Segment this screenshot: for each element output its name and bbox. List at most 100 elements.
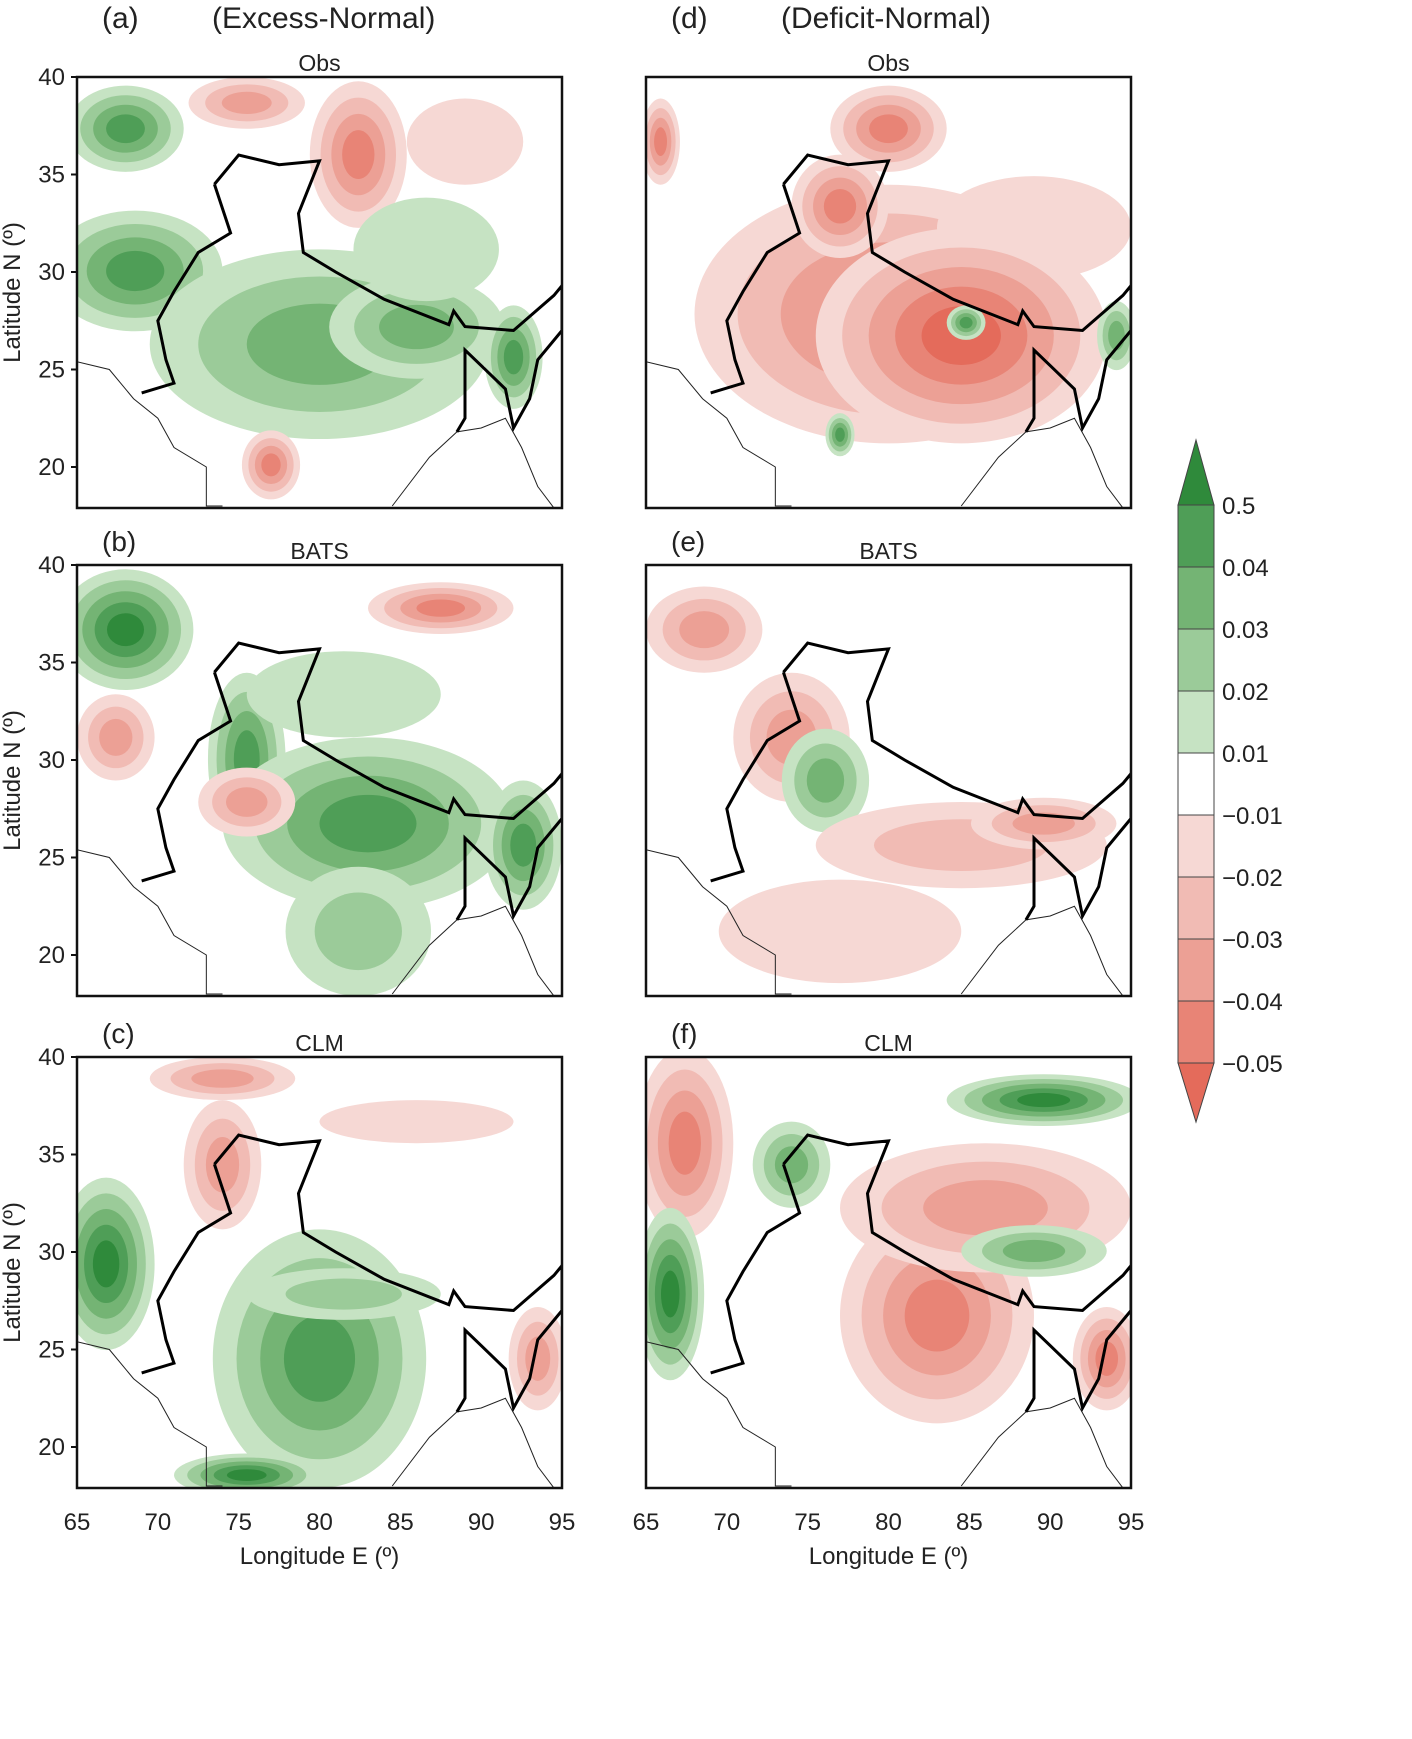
- india-border: [710, 183, 802, 395]
- shaded-field: [77, 569, 562, 996]
- lat-tick-label: 25: [38, 357, 65, 384]
- india-border: [213, 1133, 562, 1413]
- lat-tick-label: 35: [38, 1142, 65, 1169]
- lat-tick-label: 30: [38, 1239, 65, 1266]
- lon-tick-label: 65: [64, 1509, 91, 1536]
- lat-tick-label: 40: [38, 1044, 65, 1071]
- column-title: (Deficit-Normal): [781, 2, 991, 35]
- contour-region: [319, 1100, 514, 1144]
- lon-tick-label: 70: [144, 1509, 171, 1536]
- colorbar-segment: [1177, 1000, 1215, 1064]
- shaded-field: [77, 1057, 562, 1488]
- coastline: [646, 1341, 792, 1487]
- column-letter: (d): [671, 2, 708, 35]
- shaded-field: [646, 586, 1131, 996]
- y-axis-label: Latitude N (º): [0, 222, 26, 363]
- contour-region: [668, 1111, 701, 1175]
- lon-tick-label: 95: [1118, 1509, 1145, 1536]
- india-border: [710, 1163, 802, 1375]
- contour-region: [923, 1180, 1048, 1236]
- india-border: [141, 183, 233, 395]
- lon-tick-label: 75: [794, 1509, 821, 1536]
- colorbar-segment: [1177, 876, 1215, 940]
- contour-region: [823, 189, 857, 224]
- lat-tick-label: 35: [38, 162, 65, 189]
- panel-frame: [75, 75, 564, 510]
- india-border: [782, 641, 1131, 921]
- contour-region: [510, 823, 537, 867]
- contour-region: [679, 611, 730, 649]
- lat-tick-label: 30: [38, 747, 65, 774]
- india-border: [710, 671, 802, 883]
- coastline: [77, 849, 223, 995]
- lon-tick-label: 95: [549, 1509, 576, 1536]
- panel-frame: [75, 1055, 564, 1490]
- coastline: [77, 1341, 223, 1487]
- contour-region: [342, 130, 375, 180]
- contour-region: [660, 1270, 680, 1318]
- panel-title: BATS: [859, 538, 917, 564]
- lat-tick-label: 40: [38, 552, 65, 579]
- panel-title: Obs: [867, 50, 909, 76]
- contour-region: [406, 98, 524, 185]
- lat-tick-label: 20: [38, 1434, 65, 1461]
- colorbar-label: 0.01: [1222, 741, 1269, 768]
- contour-region: [718, 879, 962, 984]
- contour-region: [314, 892, 402, 971]
- lat-tick-label: 30: [38, 259, 65, 286]
- colorbar-segment: [1177, 938, 1215, 1002]
- india-border: [213, 641, 562, 921]
- colorbar-label: −0.01: [1222, 803, 1283, 830]
- india-border: [141, 671, 233, 883]
- contour-region: [92, 1240, 120, 1288]
- coastline: [646, 361, 792, 507]
- contour-region: [226, 1469, 267, 1481]
- shaded-field: [646, 85, 1131, 508]
- coastline: [391, 417, 555, 508]
- contour-region: [106, 114, 145, 144]
- colorbar-segment: [1177, 566, 1215, 630]
- contour-region: [205, 1137, 240, 1193]
- contour-region: [806, 758, 845, 803]
- contour-region: [904, 1279, 970, 1352]
- shaded-field: [646, 1057, 1131, 1488]
- x-axis-label: Longitude E (º): [240, 1543, 400, 1570]
- colorbar-segment: [1177, 814, 1215, 878]
- colorbar-segment: [1177, 690, 1215, 754]
- lat-tick-label: 20: [38, 942, 65, 969]
- india-border: [141, 1163, 233, 1375]
- coastline: [391, 905, 555, 996]
- contour-region: [774, 1146, 809, 1184]
- panel-title: CLM: [295, 1030, 344, 1056]
- lat-tick-label: 40: [38, 64, 65, 91]
- contour-region: [379, 304, 454, 350]
- contour-region: [246, 651, 441, 738]
- panel-title: BATS: [290, 538, 348, 564]
- india-border: [782, 1133, 1131, 1413]
- panel-title: Obs: [298, 50, 340, 76]
- contour-region: [353, 197, 499, 302]
- colorbar-segment: [1177, 628, 1215, 692]
- contour-region: [191, 1069, 254, 1088]
- map-panel-d: Obs: [644, 50, 1133, 510]
- lon-tick-label: 80: [306, 1509, 333, 1536]
- panel-title: CLM: [864, 1030, 913, 1056]
- contour-region: [959, 316, 973, 329]
- lon-tick-label: 85: [956, 1509, 983, 1536]
- contour-region: [225, 787, 268, 817]
- panel-frame: [644, 563, 1133, 998]
- column-title: (Excess-Normal): [212, 2, 435, 35]
- contour-region: [654, 127, 668, 157]
- column-letter: (a): [102, 2, 139, 35]
- colorbar-segment: [1177, 752, 1215, 816]
- contour-region: [285, 1278, 402, 1310]
- colorbar-label: −0.05: [1222, 1051, 1283, 1078]
- colorbar-label: 0.04: [1222, 555, 1269, 582]
- contour-region: [1017, 1093, 1071, 1108]
- shaded-field: [77, 77, 562, 508]
- lon-tick-label: 90: [468, 1509, 495, 1536]
- lat-tick-label: 25: [38, 845, 65, 872]
- india-border: [213, 153, 562, 433]
- coastline: [960, 417, 1124, 508]
